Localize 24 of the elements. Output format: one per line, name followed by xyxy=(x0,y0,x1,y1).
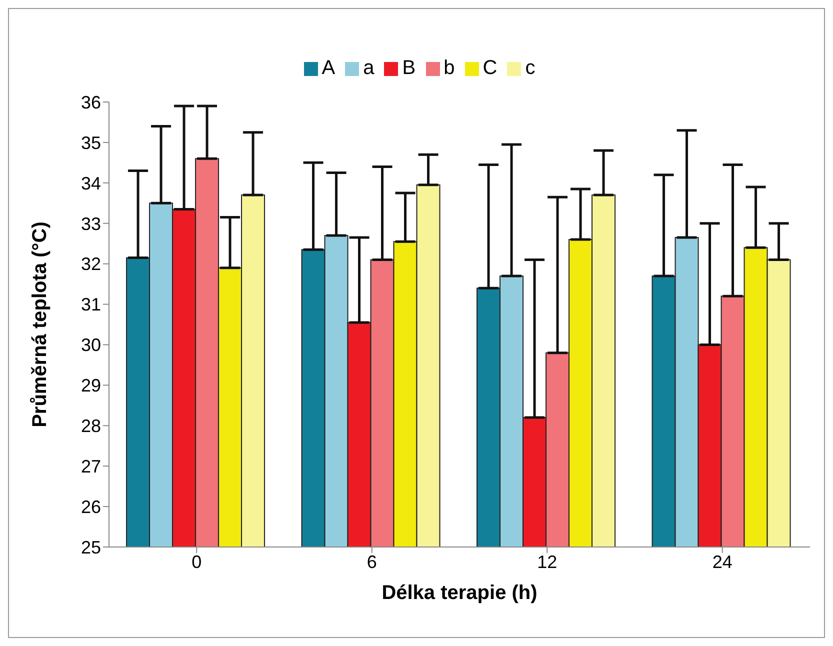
y-tick-label: 35 xyxy=(80,132,101,153)
legend-label: b xyxy=(444,57,455,79)
y-tick-label: 27 xyxy=(80,456,101,476)
x-tick-label: 24 xyxy=(712,552,732,572)
y-tick-label: 33 xyxy=(80,214,101,234)
legend-label: A xyxy=(322,57,336,79)
x-axis-title: Délka terapie (h) xyxy=(382,582,538,604)
legend-label: c xyxy=(525,57,536,79)
legend-label: B xyxy=(402,57,416,79)
x-tick-label: 12 xyxy=(537,552,558,572)
y-tick-label: 29 xyxy=(80,376,101,396)
y-tick-label: 34 xyxy=(80,173,101,194)
y-tick-label: 26 xyxy=(80,496,101,517)
legend-label: a xyxy=(363,57,374,79)
y-tick-label: 28 xyxy=(80,416,101,436)
y-tick-label: 32 xyxy=(80,254,101,274)
x-tick-label: 6 xyxy=(366,552,377,572)
legend-label: C xyxy=(482,57,498,79)
y-tick-label: 31 xyxy=(80,294,101,315)
y-tick-label: 36 xyxy=(80,92,101,112)
y-tick-label: 25 xyxy=(80,537,101,558)
x-tick-label: 0 xyxy=(192,552,202,572)
y-axis-title: Průměrná teplota (°C) xyxy=(29,222,52,428)
y-tick-label: 30 xyxy=(80,335,101,356)
